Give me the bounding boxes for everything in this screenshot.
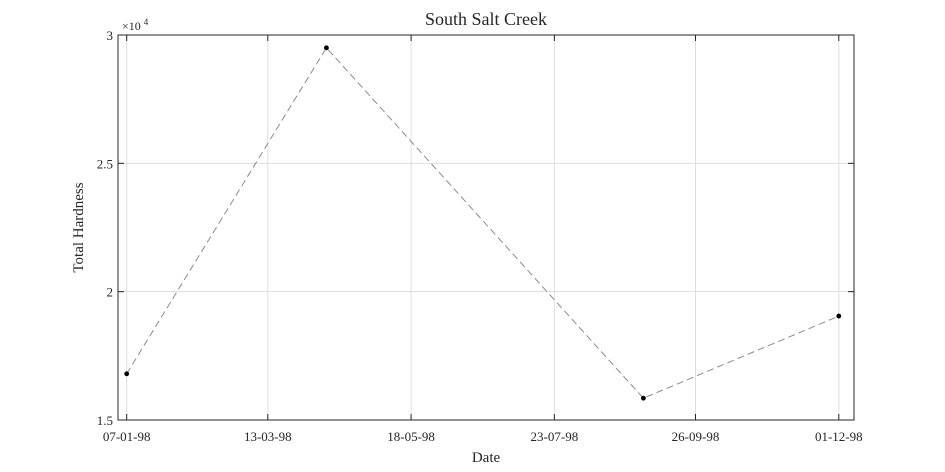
y-axis-label: Total Hardness: [71, 182, 87, 272]
y-axis-ticks: 1.5 2 2.5 3: [97, 28, 854, 428]
x-tick-label: 01-12-98: [815, 429, 863, 444]
data-point: [324, 45, 329, 51]
x-tick-label: 18-05-98: [387, 429, 435, 444]
x-tick-label: 23-07-98: [531, 429, 579, 444]
y-tick-label: 1.5: [97, 413, 113, 428]
y-tick-label: 2.5: [97, 156, 113, 171]
y-axis-exponent-base: ×10: [122, 19, 141, 33]
x-axis-ticks: 07-01-98 13-03-98 18-05-98 23-07-98 26-09-98…: [103, 35, 863, 444]
x-tick-label: 26-09-98: [672, 429, 720, 444]
grid-lines: [118, 34, 854, 421]
chart-title: South Salt Creek: [425, 9, 547, 29]
data-markers: [124, 45, 842, 401]
y-tick-label: 2: [107, 285, 114, 300]
plot-area-frame: [117, 34, 855, 421]
series-line: [126, 46, 839, 399]
data-point: [836, 313, 842, 319]
data-point: [641, 395, 646, 401]
y-axis-exponent: ×10 4: [122, 17, 149, 33]
x-tick-label: 13-03-98: [244, 429, 292, 444]
x-tick-label: 07-01-98: [103, 429, 151, 444]
x-axis-label: Date: [472, 450, 501, 466]
data-point: [124, 371, 130, 377]
y-tick-label: 3: [107, 28, 114, 43]
y-axis-exponent-power: 4: [144, 17, 149, 27]
